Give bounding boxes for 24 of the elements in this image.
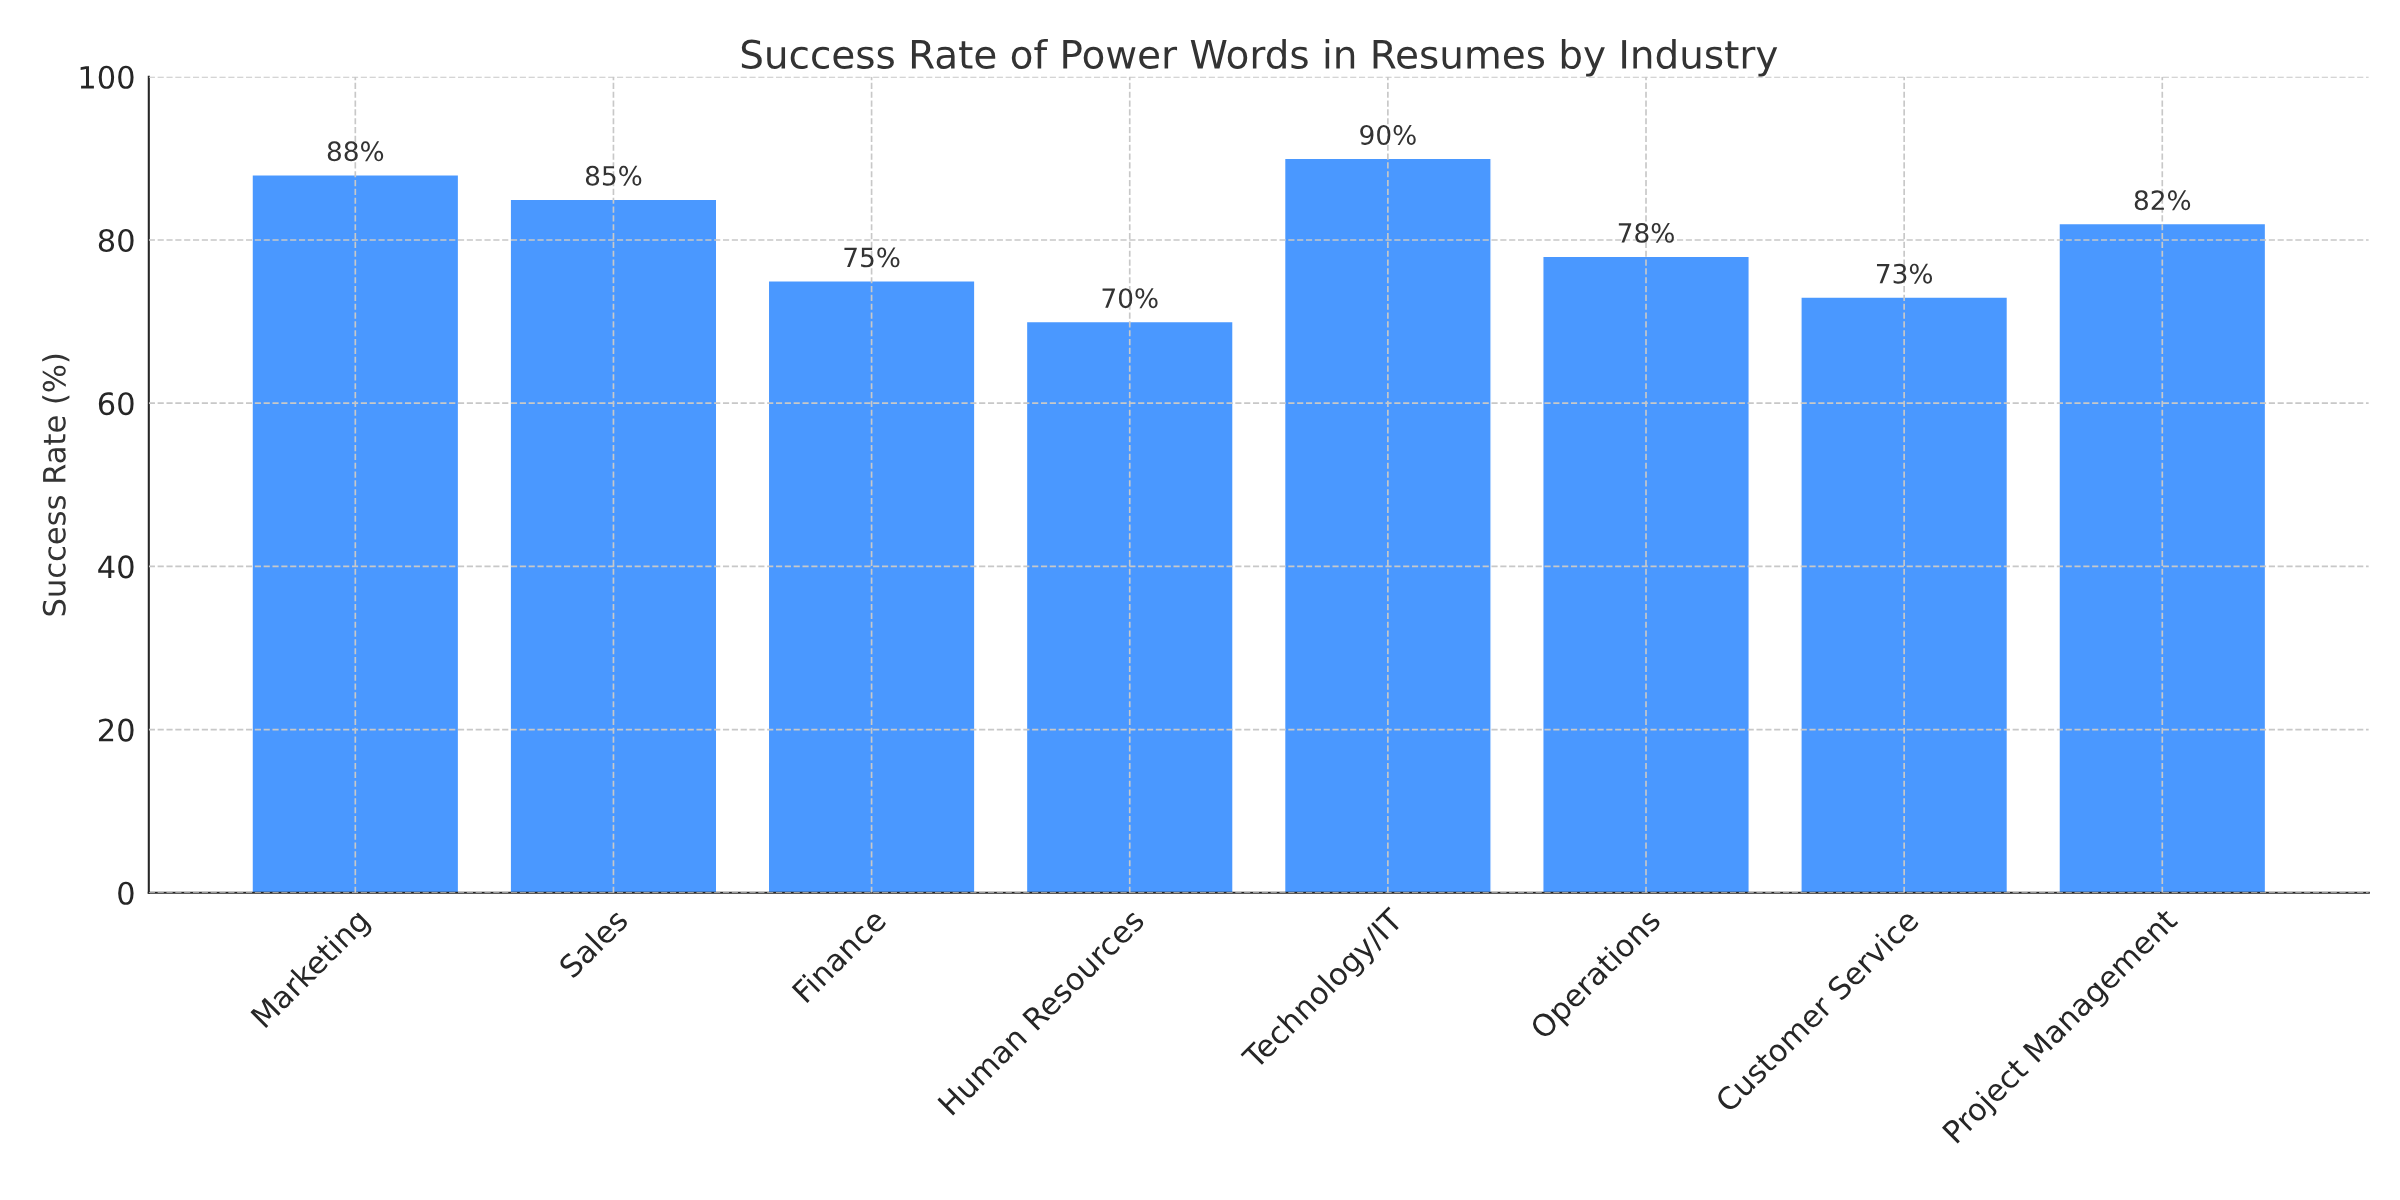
data-label: 75%: [844, 247, 900, 268]
y-tick-label: 100: [80, 65, 134, 89]
bar: [509, 198, 718, 893]
bar: [1542, 255, 1750, 893]
bar: [767, 280, 976, 893]
chart-title: Success Rate of Power Words in Resumes by Industry: [741, 38, 1778, 77]
data-label: 90%: [1360, 124, 1416, 145]
y-tick-label: 0: [118, 881, 134, 905]
y-axis-title: Success Rate (%): [42, 354, 70, 616]
data-label: 70%: [1102, 288, 1158, 309]
data-label: 85%: [585, 165, 642, 186]
y-tick-label: 60: [98, 392, 134, 416]
y-tick-label: 20: [98, 718, 134, 742]
bar: [1025, 320, 1234, 893]
y-tick-label: 80: [98, 228, 134, 253]
bar: [1283, 157, 1492, 893]
y-tick-label: 40: [98, 555, 134, 579]
data-label: 88%: [327, 141, 384, 162]
data-label: 78%: [1618, 222, 1674, 243]
bar: [2058, 222, 2267, 893]
data-label: 73%: [1876, 263, 1933, 284]
data-label: 82%: [2134, 190, 2191, 211]
bar: [251, 174, 460, 893]
bar: [1800, 296, 2009, 893]
